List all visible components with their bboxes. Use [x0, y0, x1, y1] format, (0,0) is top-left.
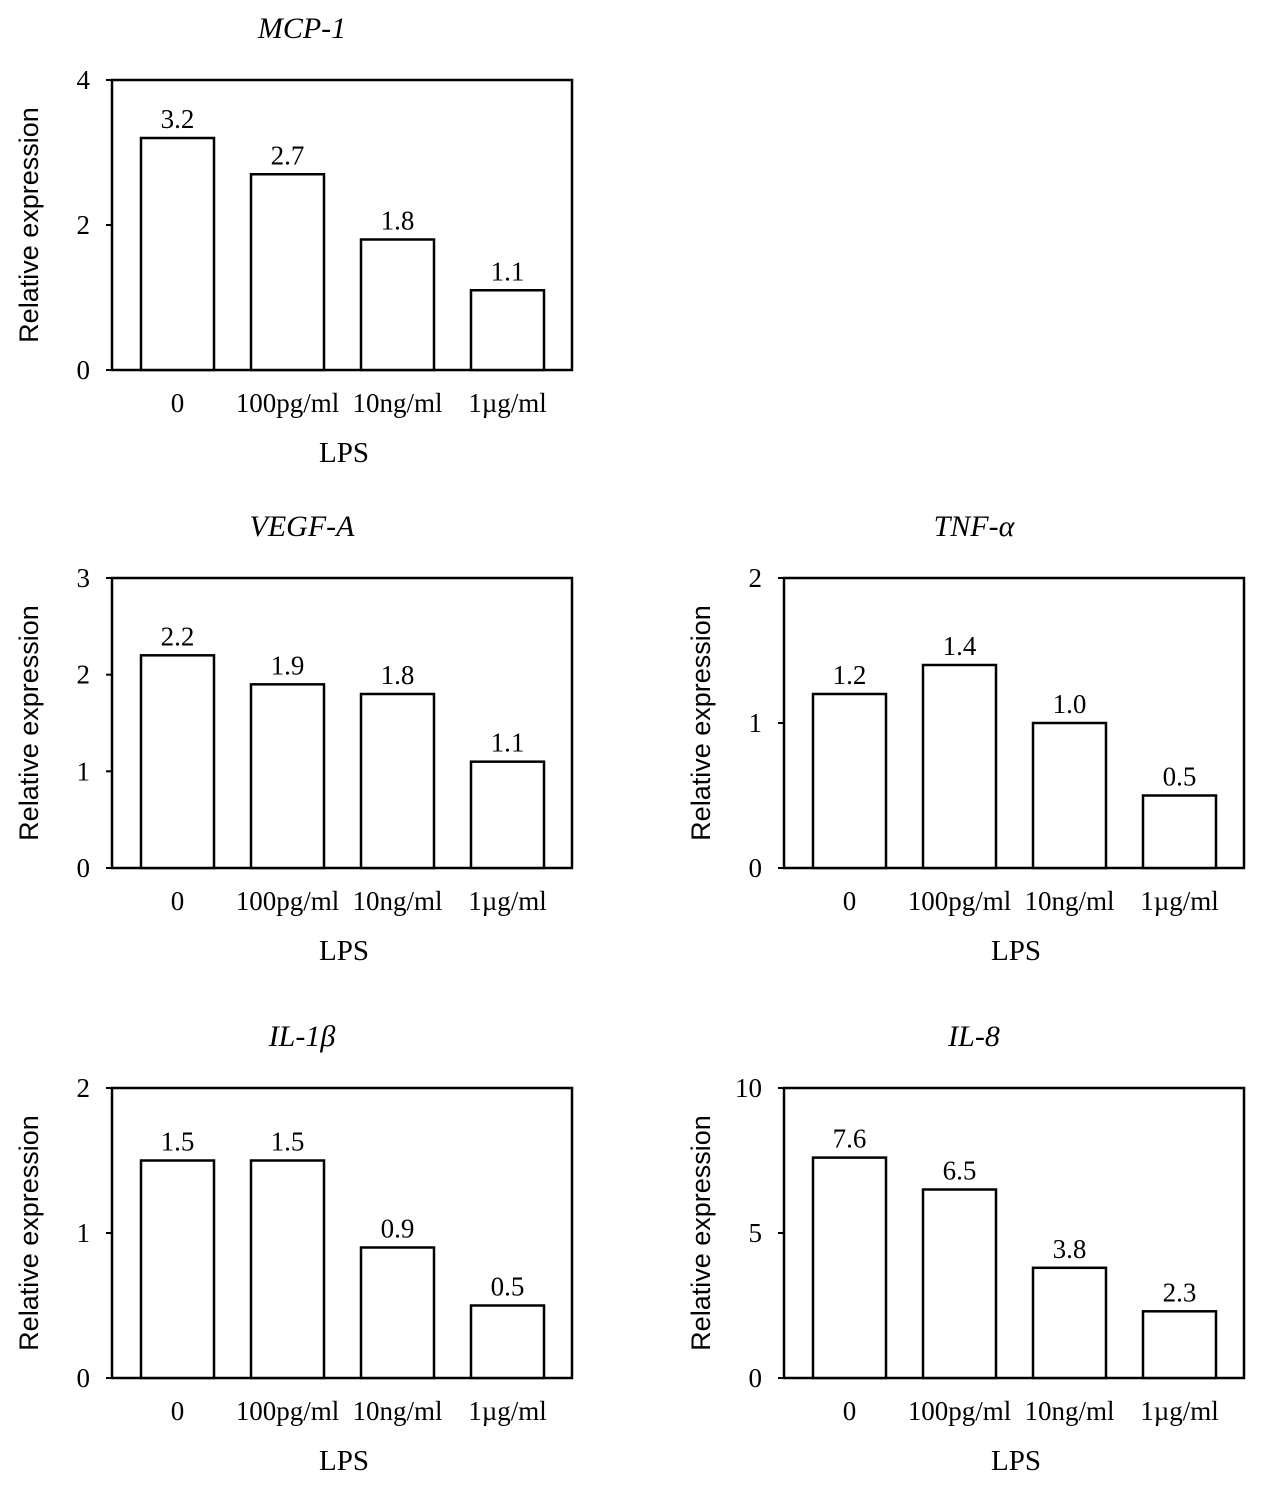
x-category-label: 10ng/ml [1024, 1396, 1114, 1426]
x-category-label: 100pg/ml [908, 886, 1012, 916]
x-category-label: 0 [843, 886, 857, 916]
x-category-label: 1µg/ml [468, 1396, 547, 1426]
y-axis-label: Relative expression [686, 1115, 716, 1351]
y-tick-label: 0 [77, 355, 91, 385]
plot-frame [110, 576, 574, 870]
x-category-label: 1µg/ml [1140, 1396, 1219, 1426]
x-category-label: 10ng/ml [352, 1396, 442, 1426]
bar-0 [811, 692, 888, 870]
bar-value-label: 1.8 [381, 206, 415, 236]
x-category-label: 100pg/ml [236, 1396, 340, 1426]
bar-value-label: 1.5 [161, 1127, 195, 1157]
y-axis-label: Relative expression [14, 107, 44, 343]
bar-10ng-ml [1031, 1266, 1108, 1380]
chart-title: TNF-α [934, 510, 1016, 543]
y-axis-label: Relative expression [686, 605, 716, 841]
y-tick-label: 0 [77, 1363, 91, 1393]
x-category-label: 100pg/ml [236, 886, 340, 916]
bar-1-g-ml [469, 1304, 546, 1380]
chart-mcp-1: MCP-1 0 2 4 Relative expression 3.2 0 2.7 100pg/… [14, 12, 574, 469]
x-axis-label: LPS [991, 935, 1041, 967]
x-category-label: 100pg/ml [236, 388, 340, 418]
bar-1-g-ml [469, 289, 546, 372]
chart-il-1: IL-1β 0 1 2 Relative expression 1.5 0 1.5 100pg/… [14, 1020, 574, 1477]
bar-value-label: 2.2 [161, 621, 195, 651]
y-tick-label: 0 [749, 1363, 763, 1393]
x-category-label: 1µg/ml [1140, 886, 1219, 916]
y-tick-label: 0 [77, 853, 91, 883]
x-category-label: 0 [843, 1396, 857, 1426]
bar-value-label: 2.7 [271, 140, 305, 170]
bar-value-label: 3.2 [161, 104, 195, 134]
x-category-label: 10ng/ml [352, 886, 442, 916]
chart-tnf: TNF-α 0 1 2 Relative expression 1.2 0 1.4 100pg/… [686, 510, 1246, 967]
bar-100pg-ml [249, 683, 326, 870]
bar-value-label: 1.8 [381, 660, 415, 690]
x-axis-label: LPS [319, 935, 369, 967]
chart-title: MCP-1 [257, 12, 346, 45]
x-category-label: 0 [171, 1396, 185, 1426]
chart-title: IL-1β [268, 1020, 336, 1053]
bar-10ng-ml [359, 692, 436, 870]
bar-100pg-ml [249, 1159, 326, 1380]
bar-0 [811, 1156, 888, 1380]
y-axis-label: Relative expression [14, 605, 44, 841]
bar-10ng-ml [1031, 721, 1108, 870]
bar-10ng-ml [359, 238, 436, 372]
x-category-label: 10ng/ml [352, 388, 442, 418]
y-tick-label: 1 [77, 756, 91, 786]
bar-value-label: 1.0 [1053, 689, 1087, 719]
bar-0 [139, 136, 216, 372]
y-axis-label: Relative expression [14, 1115, 44, 1351]
y-tick-label: 3 [77, 563, 91, 593]
bar-value-label: 1.9 [271, 650, 305, 680]
chart-vegf-a: VEGF-A 0 1 2 3 Relative expression 2.2 0 1.9 100p… [14, 510, 574, 967]
x-category-label: 0 [171, 886, 185, 916]
bar-value-label: 1.5 [271, 1127, 305, 1157]
chart-il-8: IL-8 0 5 10 Relative expression 7.6 0 6.5 100pg/… [686, 1020, 1246, 1477]
bar-0 [139, 1159, 216, 1380]
x-axis-label: LPS [991, 1445, 1041, 1477]
x-axis-label: LPS [319, 1445, 369, 1477]
bar-value-label: 1.1 [491, 256, 525, 286]
bar-1-g-ml [469, 760, 546, 870]
bar-value-label: 1.1 [491, 728, 525, 758]
bar-value-label: 0.5 [1163, 762, 1197, 792]
bar-100pg-ml [249, 173, 326, 372]
y-tick-label: 2 [77, 1073, 91, 1103]
bar-value-label: 7.6 [833, 1124, 867, 1154]
y-tick-label: 2 [77, 210, 91, 240]
y-tick-label: 0 [749, 853, 763, 883]
x-category-label: 0 [171, 388, 185, 418]
bar-1-g-ml [1141, 1310, 1218, 1380]
bar-value-label: 2.3 [1163, 1277, 1197, 1307]
x-category-label: 100pg/ml [908, 1396, 1012, 1426]
x-category-label: 10ng/ml [1024, 886, 1114, 916]
bar-10ng-ml [359, 1246, 436, 1380]
bar-value-label: 0.9 [381, 1214, 415, 1244]
bar-100pg-ml [921, 1188, 998, 1380]
bar-100pg-ml [921, 663, 998, 870]
y-tick-label: 2 [77, 660, 91, 690]
chart-title: IL-8 [947, 1020, 1000, 1053]
bar-value-label: 1.4 [943, 631, 977, 661]
y-tick-label: 4 [77, 65, 91, 95]
y-tick-label: 1 [749, 708, 763, 738]
bar-1-g-ml [1141, 794, 1218, 870]
bar-value-label: 0.5 [491, 1272, 525, 1302]
chart-title: VEGF-A [250, 510, 356, 543]
y-tick-label: 2 [749, 563, 763, 593]
bar-0 [139, 654, 216, 870]
x-category-label: 1µg/ml [468, 886, 547, 916]
y-tick-label: 10 [735, 1073, 762, 1103]
x-axis-label: LPS [319, 437, 369, 469]
bar-value-label: 3.8 [1053, 1234, 1087, 1264]
y-tick-label: 5 [749, 1218, 763, 1248]
bar-value-label: 6.5 [943, 1156, 977, 1186]
x-category-label: 1µg/ml [468, 388, 547, 418]
y-tick-label: 1 [77, 1218, 91, 1248]
bar-value-label: 1.2 [833, 660, 867, 690]
